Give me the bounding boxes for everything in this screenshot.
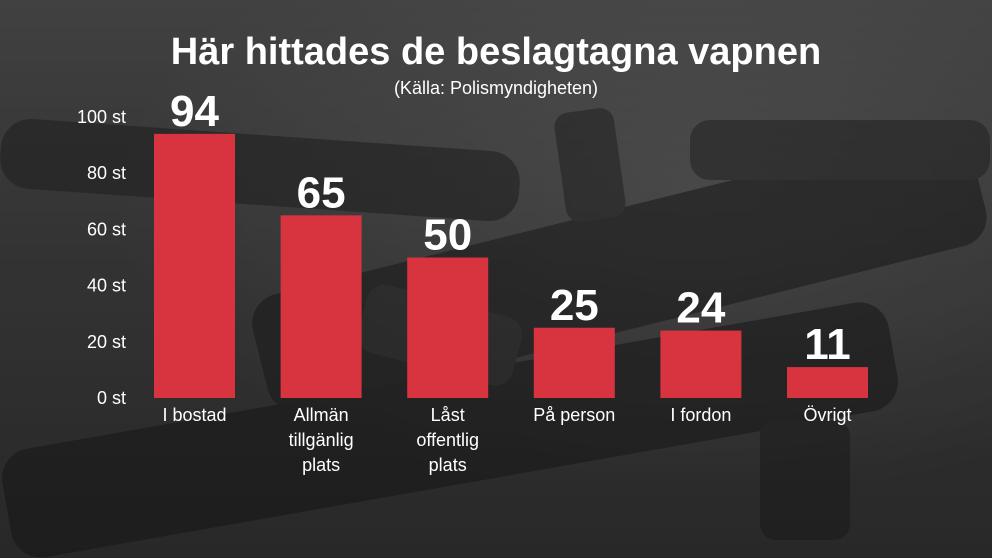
chart-title: Här hittades de beslagtagna vapnen [171,31,821,73]
bar-value-label: 24 [676,284,725,333]
category-label: I fordon [670,405,731,425]
category-label: plats [302,455,340,475]
y-tick-label: 100 st [77,107,126,127]
category-labels: I bostad Allmän tillgänlig plats Låst offentl… [162,405,851,475]
bar-value-label: 50 [423,211,472,260]
category-label: Låst [431,405,465,425]
chart-subtitle: (Källa: Polismyndigheten) [394,78,598,98]
value-labels: 94 65 50 25 24 11 [170,87,851,369]
category-label: På person [533,405,615,425]
category-label: tillgänlig [289,430,354,450]
category-label: offentlig [416,430,479,450]
bg-shape [554,108,626,222]
y-tick-label: 80 st [87,163,126,183]
bar [280,215,362,398]
y-tick-label: 20 st [87,332,126,352]
bar-value-label: 65 [297,168,346,217]
bar-value-label: 94 [170,87,219,136]
bg-shape [690,120,990,180]
bg-shape [760,420,850,540]
category-label: I bostad [162,405,226,425]
y-tick-label: 60 st [87,219,126,239]
bar-value-label: 11 [804,320,851,369]
bar [787,367,868,398]
y-tick-label: 40 st [87,276,126,296]
bar-value-label: 25 [550,281,599,330]
category-label: Allmän [294,405,349,425]
bar [154,133,235,399]
y-tick-label: 0 st [97,388,126,408]
bar [407,257,489,398]
bar [660,330,742,398]
y-axis: 0 st 20 st 40 st 60 st 80 st 100 st [77,107,126,408]
category-label: plats [429,455,467,475]
bg-shape [0,118,520,222]
bars [154,133,868,399]
bar [533,327,615,398]
category-label: Övrigt [803,405,851,425]
